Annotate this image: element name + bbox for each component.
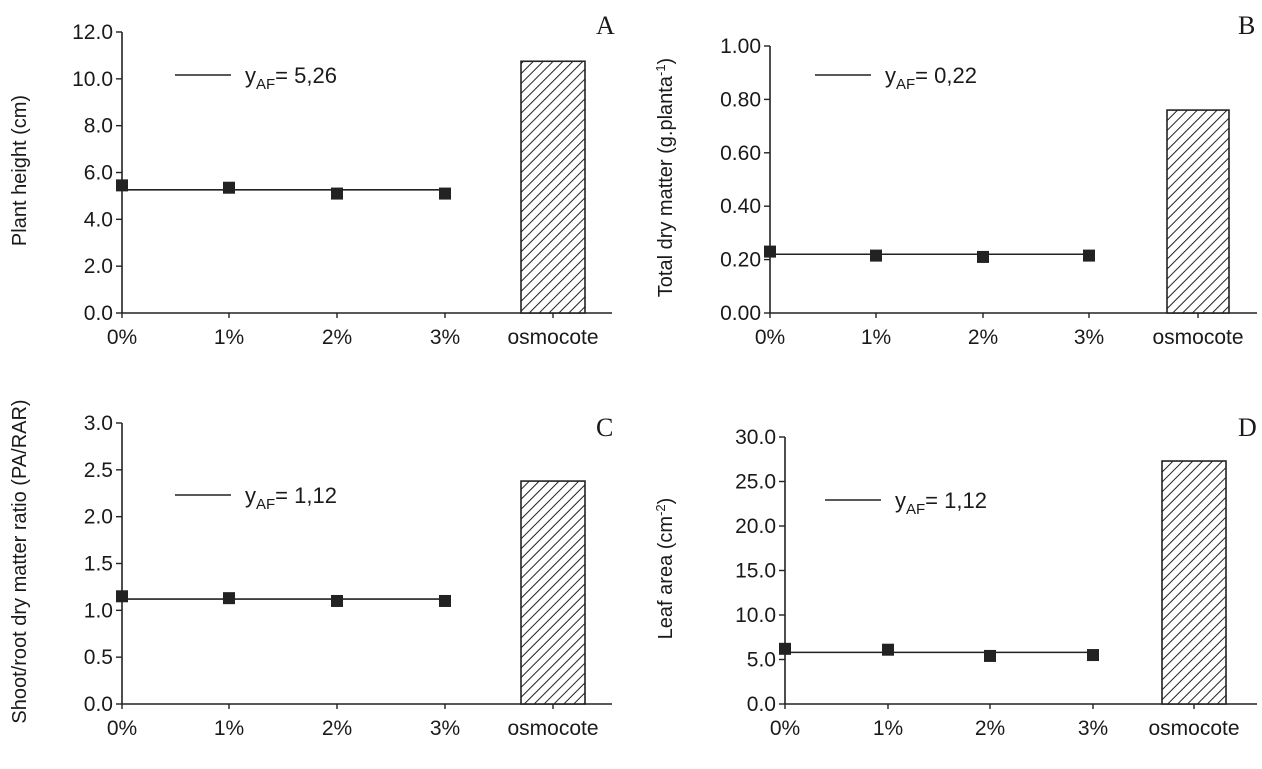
y-tick-label: 30.0 xyxy=(735,426,776,449)
x-tick-label: 1% xyxy=(214,717,244,740)
chart-panel-c: 0.0 0.5 1.0 1.5 2.0 2.5 3.0 0% 1% 2% 3% osmocote yAF… xyxy=(9,399,613,740)
y-tick-label: 0.0 xyxy=(747,693,776,716)
data-point xyxy=(439,187,451,200)
x-tick-label: 0% xyxy=(770,717,800,740)
y-tick-label: 1.5 xyxy=(84,553,113,576)
y-tick-label: 4.0 xyxy=(84,208,113,231)
y-axis-label: Total dry matter (g.planta-1) xyxy=(653,58,677,297)
data-point xyxy=(779,642,791,655)
chart-panel-b: 0.00 0.20 0.40 0.60 0.80 1.00 0% 1% 2% 3% osmocote… xyxy=(653,11,1257,349)
y-tick-label: 2.5 xyxy=(84,459,113,482)
y-axis-label: Shoot/root dry matter ratio (PA/RAR) xyxy=(9,399,31,723)
x-tick-label: osmocote xyxy=(507,326,598,349)
x-tick-label: osmocote xyxy=(1152,326,1243,349)
y-tick-label: 3.0 xyxy=(84,412,113,435)
data-point xyxy=(116,179,128,192)
x-tick-label: 1% xyxy=(214,326,244,349)
legend-label: yAF= 1,12 xyxy=(895,488,987,518)
y-tick-label: 12.0 xyxy=(72,21,113,44)
y-tick-label: 10.0 xyxy=(735,604,776,627)
y-tick-label: 0.80 xyxy=(720,88,761,111)
y-axis-label: Leaf area (cm-2) xyxy=(653,498,677,640)
legend-label: yAF= 1,12 xyxy=(245,483,337,513)
x-tick-label: 1% xyxy=(873,717,903,740)
legend-label: yAF= 0,22 xyxy=(885,63,977,93)
y-tick-label: 10.0 xyxy=(72,68,113,91)
y-tick-label: 0.00 xyxy=(720,302,761,325)
panel-letter: A xyxy=(596,11,615,40)
y-tick-label: 0.5 xyxy=(84,646,113,669)
data-point xyxy=(223,592,235,605)
panel-letter: C xyxy=(596,413,613,442)
data-point xyxy=(882,643,894,656)
y-axis-label: Plant height (cm) xyxy=(9,95,31,246)
osmocote-bar xyxy=(1166,109,1230,314)
data-point xyxy=(977,250,989,263)
y-tick-label: 1.00 xyxy=(720,35,761,58)
data-point xyxy=(331,187,343,200)
panel-letter: D xyxy=(1238,413,1257,442)
x-tick-label: osmocote xyxy=(507,717,598,740)
y-tick-label: 0.0 xyxy=(84,302,113,325)
x-tick-label: 1% xyxy=(861,326,891,349)
chart-panel-d: 0.0 5.0 10.0 15.0 20.0 25.0 30.0 0% 1% 2% 3% osmoco… xyxy=(653,413,1257,740)
data-point xyxy=(223,181,235,194)
y-tick-label: 2.0 xyxy=(84,506,113,529)
data-point xyxy=(764,245,776,258)
osmocote-bar xyxy=(520,480,586,705)
data-point xyxy=(870,249,882,262)
osmocote-bar xyxy=(1161,460,1227,705)
x-tick-label: 0% xyxy=(755,326,785,349)
y-tick-label: 6.0 xyxy=(84,162,113,185)
x-tick-label: 3% xyxy=(430,326,460,349)
legend-label: yAF= 5,26 xyxy=(245,63,337,93)
x-tick-label: 0% xyxy=(107,717,137,740)
y-tick-label: 15.0 xyxy=(735,560,776,583)
data-point xyxy=(1083,249,1095,262)
x-tick-label: osmocote xyxy=(1148,717,1239,740)
x-tick-label: 2% xyxy=(975,717,1005,740)
y-tick-label: 25.0 xyxy=(735,471,776,494)
data-point xyxy=(1087,649,1099,662)
x-tick-label: 2% xyxy=(968,326,998,349)
y-tick-label: 2.0 xyxy=(84,255,113,278)
data-point xyxy=(439,594,451,607)
x-tick-label: 2% xyxy=(322,326,352,349)
y-tick-label: 0.40 xyxy=(720,195,761,218)
x-tick-label: 3% xyxy=(1078,717,1108,740)
y-tick-label: 0.60 xyxy=(720,142,761,165)
panel-letter: B xyxy=(1238,11,1255,40)
y-tick-label: 1.0 xyxy=(84,599,113,622)
data-point xyxy=(331,594,343,607)
y-tick-label: 20.0 xyxy=(735,515,776,538)
y-tick-label: 0.20 xyxy=(720,249,761,272)
osmocote-bar xyxy=(520,60,586,314)
x-tick-label: 0% xyxy=(107,326,137,349)
x-tick-label: 2% xyxy=(322,717,352,740)
data-point xyxy=(984,649,996,662)
y-tick-label: 0.0 xyxy=(84,693,113,716)
x-tick-label: 3% xyxy=(1074,326,1104,349)
y-tick-label: 8.0 xyxy=(84,115,113,138)
chart-panel-a: 0.0 2.0 4.0 6.0 8.0 10.0 12.0 0% 1% 2% 3% osmocote y… xyxy=(9,11,615,349)
x-tick-label: 3% xyxy=(430,717,460,740)
y-tick-label: 5.0 xyxy=(747,649,776,672)
data-point xyxy=(116,590,128,603)
